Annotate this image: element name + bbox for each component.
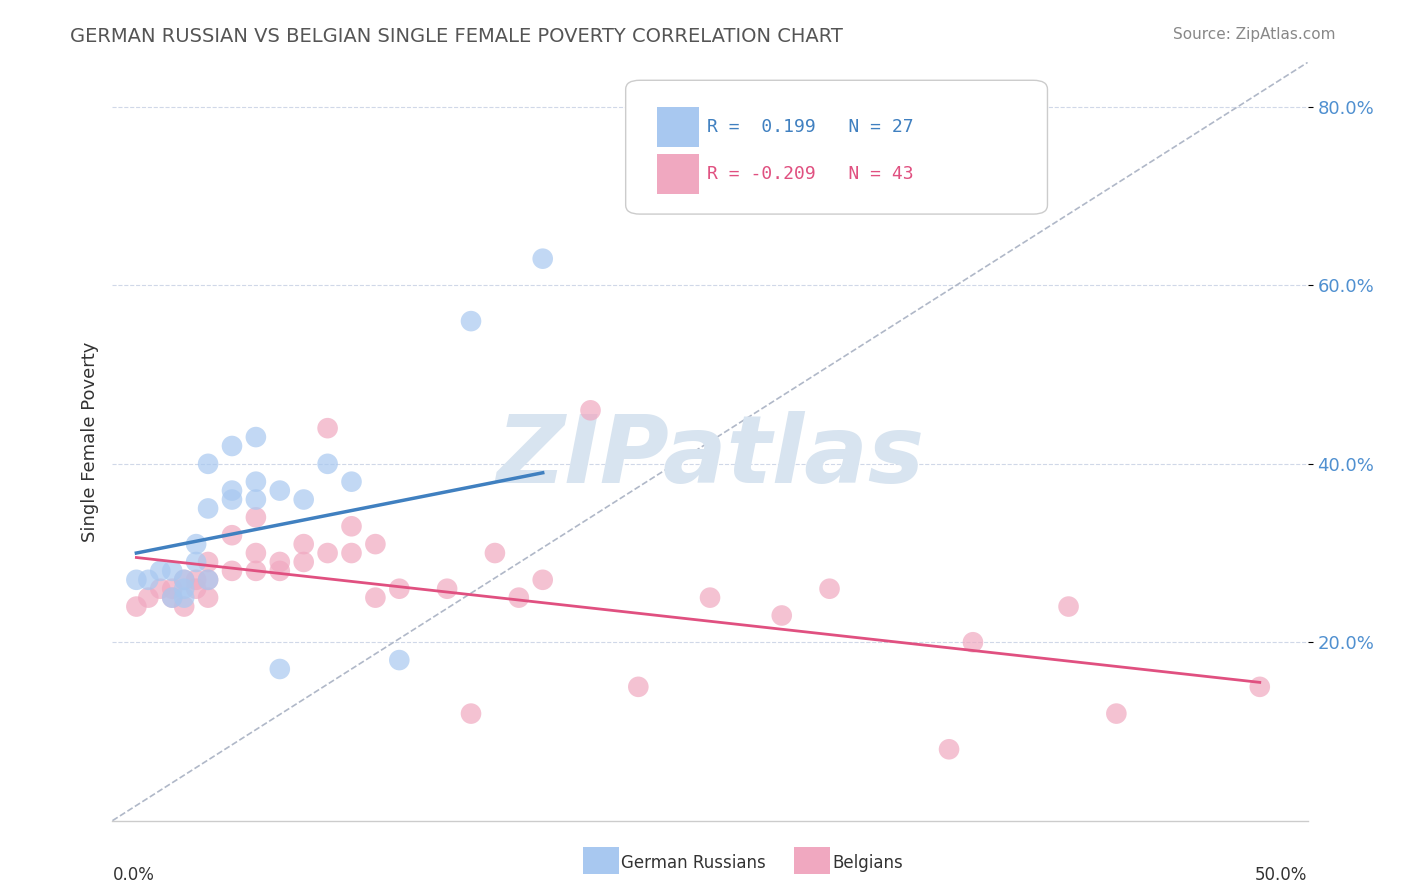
Point xyxy=(388,582,411,596)
Point xyxy=(221,483,243,498)
Point xyxy=(1105,706,1128,721)
Point xyxy=(316,421,339,435)
Point xyxy=(173,599,195,614)
Point xyxy=(186,582,208,596)
Point xyxy=(221,528,243,542)
Point xyxy=(245,430,267,444)
Point xyxy=(186,555,208,569)
Point xyxy=(340,519,363,533)
Point xyxy=(149,582,172,596)
Point xyxy=(269,662,291,676)
Point xyxy=(364,591,387,605)
Point xyxy=(173,573,195,587)
Point xyxy=(162,591,183,605)
Point xyxy=(388,653,411,667)
Point xyxy=(269,483,291,498)
Point xyxy=(197,501,219,516)
Text: German Russians: German Russians xyxy=(621,854,766,871)
Point xyxy=(460,706,482,721)
Point xyxy=(436,582,458,596)
Point xyxy=(149,564,172,578)
Point xyxy=(245,510,267,524)
Point xyxy=(186,573,208,587)
Point xyxy=(579,403,602,417)
Text: GERMAN RUSSIAN VS BELGIAN SINGLE FEMALE POVERTY CORRELATION CHART: GERMAN RUSSIAN VS BELGIAN SINGLE FEMALE … xyxy=(70,27,844,45)
Point xyxy=(245,564,267,578)
Point xyxy=(162,564,183,578)
Text: Source: ZipAtlas.com: Source: ZipAtlas.com xyxy=(1173,27,1336,42)
Point xyxy=(699,591,721,605)
Point xyxy=(292,492,315,507)
Point xyxy=(316,546,339,560)
Point xyxy=(531,573,554,587)
Point xyxy=(197,555,219,569)
Point xyxy=(197,457,219,471)
Point xyxy=(316,457,339,471)
Point xyxy=(484,546,506,560)
Point xyxy=(138,591,160,605)
Point xyxy=(962,635,984,649)
Point xyxy=(531,252,554,266)
Point xyxy=(938,742,960,756)
Text: ZIPatlas: ZIPatlas xyxy=(496,410,924,503)
Point xyxy=(245,475,267,489)
Point xyxy=(340,475,363,489)
Point xyxy=(197,573,219,587)
Point xyxy=(1249,680,1271,694)
Point xyxy=(245,492,267,507)
Point xyxy=(508,591,530,605)
Point xyxy=(197,591,219,605)
Text: R = -0.209   N = 43: R = -0.209 N = 43 xyxy=(707,165,914,183)
Text: R =  0.199   N = 27: R = 0.199 N = 27 xyxy=(707,118,914,136)
Point xyxy=(245,546,267,560)
Point xyxy=(125,573,148,587)
Text: Belgians: Belgians xyxy=(832,854,903,871)
Point xyxy=(125,599,148,614)
Text: 50.0%: 50.0% xyxy=(1256,866,1308,884)
Text: 0.0%: 0.0% xyxy=(112,866,155,884)
Point xyxy=(269,555,291,569)
Point xyxy=(221,564,243,578)
Point xyxy=(292,555,315,569)
Point xyxy=(292,537,315,551)
Point xyxy=(269,564,291,578)
Point xyxy=(173,591,195,605)
Point xyxy=(627,680,650,694)
Point xyxy=(173,573,195,587)
Point xyxy=(818,582,841,596)
Point xyxy=(221,439,243,453)
Point xyxy=(162,582,183,596)
Point xyxy=(340,546,363,560)
Point xyxy=(186,537,208,551)
Point xyxy=(1057,599,1080,614)
Point xyxy=(197,573,219,587)
Point xyxy=(138,573,160,587)
Point xyxy=(364,537,387,551)
Point xyxy=(460,314,482,328)
Y-axis label: Single Female Poverty: Single Female Poverty xyxy=(80,342,98,541)
Point xyxy=(162,591,183,605)
Point xyxy=(173,582,195,596)
Point xyxy=(770,608,793,623)
Point xyxy=(221,492,243,507)
